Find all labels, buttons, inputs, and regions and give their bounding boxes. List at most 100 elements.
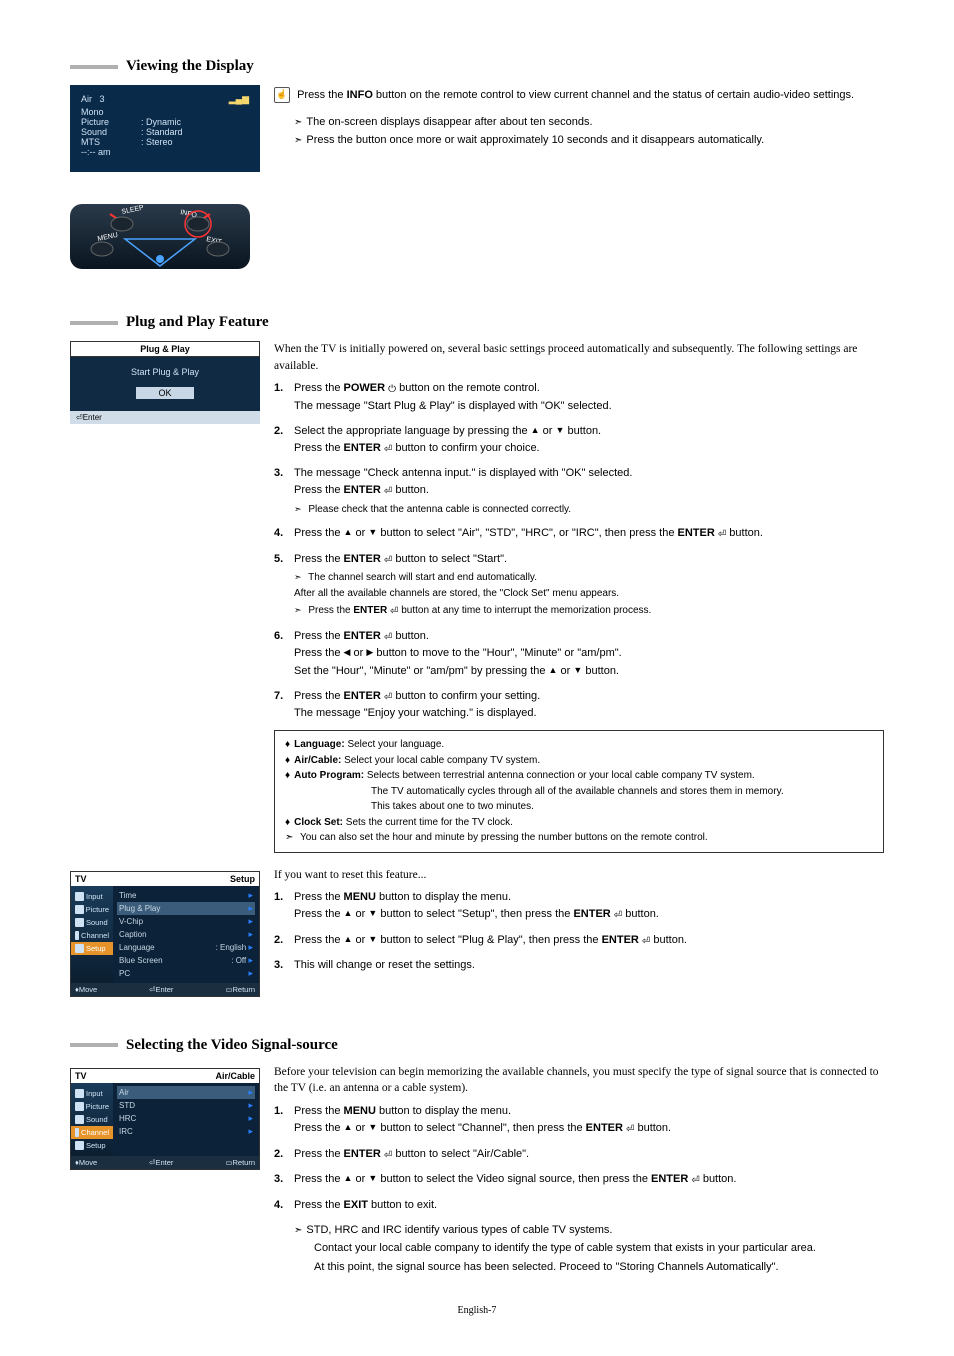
menu-left-item: Channel: [71, 1126, 113, 1139]
section3-intro: Before your television can begin memoriz…: [274, 1064, 884, 1097]
menu-right-item: Plug & Play ▸: [117, 902, 255, 915]
step-number: 3.: [274, 465, 294, 517]
notes-box: ♦Language: Select your language.♦Air/Cab…: [274, 730, 884, 853]
menu-icon: [75, 892, 84, 901]
menu-right-item: IRC ▸: [117, 1125, 255, 1138]
section3-title: Selecting the Video Signal-source: [70, 1037, 884, 1054]
menu-header-left: TV: [75, 1071, 87, 1081]
menu-right-item: Time ▸: [117, 889, 255, 902]
step-body: This will change or reset the settings.: [294, 957, 884, 974]
step-body: Press the ▲ or ▼ button to select "Plug …: [294, 932, 884, 950]
menu-header-left: TV: [75, 874, 87, 884]
step-sub-line: ➣ Press the ENTER ⏎ button at any time t…: [294, 603, 884, 620]
pp-footer: ⏎Enter: [70, 411, 260, 424]
step-line: The message "Check antenna input." is di…: [294, 465, 884, 482]
pp-ok: OK: [136, 387, 193, 399]
step-body: Press the ENTER ⏎ button to select "Star…: [294, 551, 884, 620]
step-line: Press the ENTER ⏎ button to select "Air/…: [294, 1146, 884, 1164]
menu-icon: [75, 1102, 84, 1111]
step-number: 4.: [274, 525, 294, 543]
step-number: 3.: [274, 957, 294, 974]
step-line: Press the ▲ or ▼ button to select the Vi…: [294, 1171, 884, 1189]
osd-row-val: : Dynamic: [141, 117, 181, 127]
menu-footer-enter: ⏎Enter: [149, 1158, 173, 1167]
menu-left-item: Setup: [71, 942, 113, 955]
step-number: 7.: [274, 688, 294, 723]
plugplay-osd: Plug & Play Start Plug & Play OK ⏎Enter: [70, 341, 260, 424]
step-line: Press the ENTER ⏎ button.: [294, 482, 884, 500]
step-body: Press the ENTER ⏎ button to confirm your…: [294, 688, 884, 723]
step-line: Press the MENU button to display the men…: [294, 889, 884, 906]
step-line: Press the ENTER ⏎ button to confirm your…: [294, 440, 884, 458]
step-body: Press the MENU button to display the men…: [294, 889, 884, 924]
menu-left-item: Sound: [71, 916, 113, 929]
menu-right-item: HRC ▸: [117, 1112, 255, 1125]
reset-steps: 1.Press the MENU button to display the m…: [274, 889, 884, 974]
menu-icon: [75, 944, 84, 953]
menu-icon: [75, 931, 79, 940]
osd-ch-num: 3: [100, 94, 105, 104]
step-line: Set the "Hour", "Minute" or "am/pm" by p…: [294, 663, 884, 680]
step-line: Select the appropriate language by press…: [294, 423, 884, 440]
note-tail: ➣ You can also set the hour and minute b…: [285, 830, 873, 846]
step-number: 2.: [274, 932, 294, 950]
menu-icon: [75, 1141, 84, 1150]
menu-footer-move: ♦Move: [75, 985, 97, 994]
note-line: ♦Clock Set: Sets the current time for th…: [285, 815, 873, 831]
step-line: Press the ▲ or ▼ button to select "Setup…: [294, 906, 884, 924]
menu-footer-enter: ⏎Enter: [149, 985, 173, 994]
step-number: 6.: [274, 628, 294, 680]
step-line: Press the ENTER ⏎ button to select "Star…: [294, 551, 884, 569]
step-line: Press the ENTER ⏎ button to confirm your…: [294, 688, 884, 706]
step-sub-line: ➣ The channel search will start and end …: [294, 570, 884, 601]
osd-row-label: Picture: [81, 117, 141, 127]
setup-menu-osd: TV Setup InputPictureSoundChannelSetup T…: [70, 871, 260, 997]
tail-line: Contact your local cable company to iden…: [314, 1240, 884, 1257]
menu-icon: [75, 905, 84, 914]
step-body: Press the ▲ or ▼ button to select "Air",…: [294, 525, 884, 543]
osd-ch-label: Air: [81, 94, 92, 104]
bullet-line: ➣Press the button once more or wait appr…: [294, 132, 884, 149]
menu-header-right: Setup: [230, 874, 255, 884]
menu-right-item: Caption ▸: [117, 928, 255, 941]
step-line: Press the POWER ⏻ button on the remote c…: [294, 380, 884, 398]
menu-icon: [75, 1128, 79, 1137]
step-body: The message "Check antenna input." is di…: [294, 465, 884, 517]
step-body: Press the EXIT button to exit.: [294, 1197, 884, 1214]
step-number: 2.: [274, 1146, 294, 1164]
pp-body-text: Start Plug & Play: [80, 367, 250, 377]
osd-row-label: MTS: [81, 137, 141, 147]
step-line: The message "Start Plug & Play" is displ…: [294, 398, 884, 415]
osd-time: --:-- am: [81, 147, 249, 157]
step-body: Press the ▲ or ▼ button to select the Vi…: [294, 1171, 884, 1189]
osd-row-val: : Stereo: [141, 137, 173, 147]
info-icon: ☝: [274, 87, 290, 103]
menu-right-item: Blue Screen: Off ▸: [117, 954, 255, 967]
menu-left-item: Picture: [71, 903, 113, 916]
step-body: Press the MENU button to display the men…: [294, 1103, 884, 1138]
osd-row-val: : Standard: [141, 127, 183, 137]
step-number: 2.: [274, 423, 294, 458]
aircable-menu-osd: TV Air/Cable InputPictureSoundChannelSet…: [70, 1068, 260, 1170]
menu-icon: [75, 918, 84, 927]
step-line: Press the ▲ or ▼ button to select "Chann…: [294, 1120, 884, 1138]
menu-right-item: STD ▸: [117, 1099, 255, 1112]
menu-footer-move: ♦Move: [75, 1158, 97, 1167]
pp-title: Plug & Play: [70, 341, 260, 357]
menu-left-item: Picture: [71, 1100, 113, 1113]
menu-left-item: Input: [71, 1087, 113, 1100]
menu-right-item: Air ▸: [117, 1086, 255, 1099]
menu-right-item: V-Chip ▸: [117, 915, 255, 928]
bullet-line: ➣The on-screen displays disappear after …: [294, 114, 884, 131]
menu-icon: [75, 1089, 84, 1098]
step-line: Press the EXIT button to exit.: [294, 1197, 884, 1214]
menu-left-item: Channel: [71, 929, 113, 942]
step-line: Press the ▲ or ▼ button to select "Plug …: [294, 932, 884, 950]
tail-line: At this point, the signal source has bee…: [314, 1259, 884, 1276]
step-body: Press the ENTER ⏎ button to select "Air/…: [294, 1146, 884, 1164]
section1-title: Viewing the Display: [70, 58, 884, 75]
section2-intro: When the TV is initially powered on, sev…: [274, 341, 884, 374]
step-body: Press the ENTER ⏎ button.Press the ◀ or …: [294, 628, 884, 680]
step-number: 1.: [274, 1103, 294, 1138]
step-body: Press the POWER ⏻ button on the remote c…: [294, 380, 884, 415]
